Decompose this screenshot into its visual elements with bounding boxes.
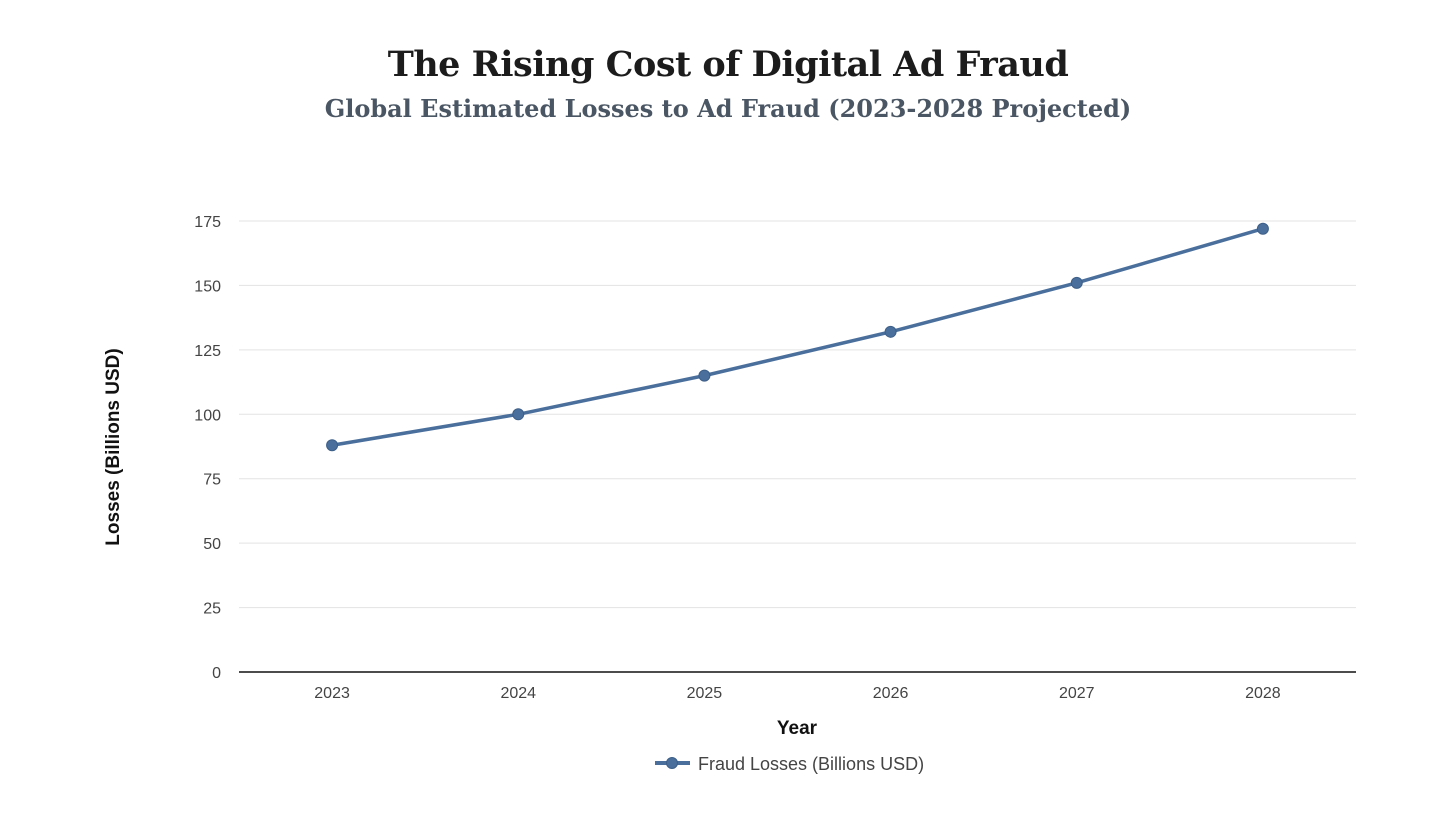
legend[interactable]: Fraud Losses (Billions USD) bbox=[655, 754, 924, 774]
x-tick-label: 2024 bbox=[500, 685, 536, 702]
data-point[interactable] bbox=[884, 325, 897, 338]
y-tick-label: 125 bbox=[194, 343, 221, 360]
y-tick-label: 150 bbox=[194, 278, 221, 295]
y-axis-ticks: 0 25 50 75 100 125 150 175 bbox=[194, 214, 221, 682]
series-line bbox=[330, 226, 1265, 447]
legend-marker-swatch bbox=[666, 757, 678, 769]
chart-title: The Rising Cost of Digital Ad Fraud bbox=[387, 44, 1069, 85]
legend-label: Fraud Losses (Billions USD) bbox=[698, 754, 924, 774]
y-tick-label: 100 bbox=[194, 407, 221, 424]
y-axis-title: Losses (Billions USD) bbox=[103, 348, 124, 545]
x-tick-label: 2027 bbox=[1059, 685, 1095, 702]
chart-subtitle: Global Estimated Losses to Ad Fraud (202… bbox=[324, 94, 1132, 123]
x-tick-label: 2025 bbox=[687, 685, 723, 702]
y-tick-label: 25 bbox=[203, 601, 221, 618]
x-tick-label: 2028 bbox=[1245, 685, 1281, 702]
data-point[interactable] bbox=[326, 439, 339, 452]
data-point[interactable] bbox=[512, 408, 525, 421]
data-point[interactable] bbox=[698, 369, 711, 382]
x-axis-title: Year bbox=[777, 718, 818, 739]
y-tick-label: 175 bbox=[194, 214, 221, 231]
x-axis-ticks: 2023 2024 2025 2026 2027 2028 bbox=[314, 685, 1281, 702]
gridlines bbox=[239, 220, 1356, 609]
data-point[interactable] bbox=[1256, 222, 1269, 235]
y-tick-label: 50 bbox=[203, 536, 221, 553]
x-tick-label: 2023 bbox=[314, 685, 350, 702]
y-tick-label: 75 bbox=[203, 472, 221, 489]
data-point[interactable] bbox=[1070, 276, 1083, 289]
series-layer bbox=[326, 222, 1269, 452]
x-tick-label: 2026 bbox=[873, 685, 909, 702]
y-tick-label: 0 bbox=[212, 665, 221, 682]
